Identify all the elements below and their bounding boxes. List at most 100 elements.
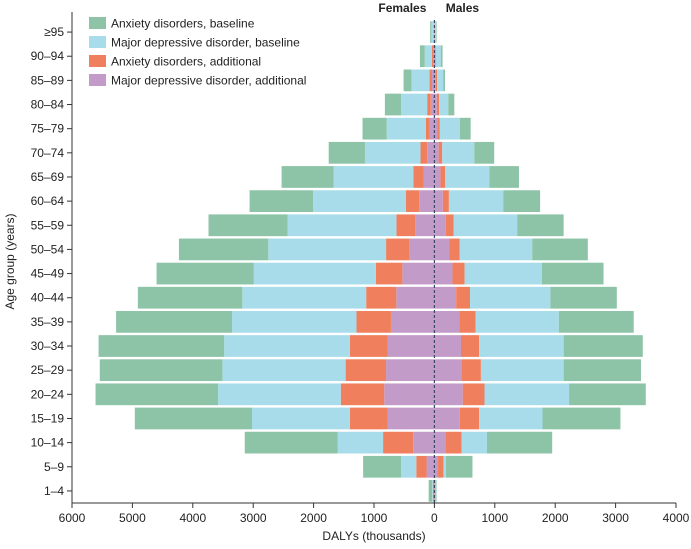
y-tick-label-6: 65–69	[31, 170, 65, 184]
bar-female-major-depressive-disorder-additional-5	[427, 142, 434, 164]
bar-female-major-depressive-disorder-baseline-18	[401, 456, 416, 478]
x-tick-label-3: 3000	[240, 511, 267, 525]
bar-male-anxiety-disorders-additional-14	[462, 359, 481, 381]
bar-male-anxiety-disorders-additional-8	[446, 214, 454, 236]
bar-male-major-depressive-disorder-baseline-15	[485, 383, 570, 405]
bar-female-anxiety-disorders-additional-2	[430, 70, 432, 92]
y-tick-label-7: 60–64	[31, 194, 65, 208]
bar-male-major-depressive-disorder-baseline-5	[442, 142, 474, 164]
bar-female-major-depressive-disorder-baseline-4	[387, 118, 426, 140]
bar-male-anxiety-disorders-baseline-7	[503, 190, 540, 212]
x-tick-label-10: 4000	[663, 511, 690, 525]
bar-female-major-depressive-disorder-additional-15	[384, 383, 434, 405]
bar-male-anxiety-disorders-baseline-18	[446, 456, 473, 478]
bar-male-anxiety-disorders-baseline-4	[460, 118, 471, 140]
x-ticks: 6000 5000 4000 3000 2000 1000 0 1000 2000 3000 400…	[59, 503, 690, 525]
bar-male-anxiety-disorders-additional-7	[443, 190, 449, 212]
y-tick-label-1: 90–94	[31, 49, 65, 63]
y-tick-label-10: 45–49	[31, 267, 65, 281]
bar-male-major-depressive-disorder-baseline-13	[479, 335, 564, 357]
chart: 6000 5000 4000 3000 2000 1000 0 1000 2000 3000 400…	[0, 0, 691, 549]
bar-female-anxiety-disorders-additional-6	[413, 166, 423, 188]
bar-female-anxiety-disorders-baseline-3	[385, 94, 401, 116]
bar-male-major-depressive-disorder-additional-16	[434, 408, 459, 430]
y-tick-label-4: 75–79	[31, 122, 65, 136]
bar-female-anxiety-disorders-baseline-7	[250, 190, 313, 212]
y-tick-label-15: 20–24	[31, 387, 65, 401]
bar-male-major-depressive-disorder-baseline-10	[465, 263, 542, 285]
x-axis-title: DALYs (thousands)	[322, 529, 425, 543]
bar-female-anxiety-disorders-additional-7	[406, 190, 419, 212]
bar-female-major-depressive-disorder-additional-6	[424, 166, 435, 188]
bar-female-major-depressive-disorder-baseline-12	[232, 311, 356, 333]
y-tick-label-3: 80–84	[31, 98, 65, 112]
bar-female-major-depressive-disorder-baseline-6	[334, 166, 414, 188]
bar-female-major-depressive-disorder-baseline-13	[224, 335, 350, 357]
bar-male-anxiety-disorders-baseline-0	[436, 21, 437, 43]
bar-female-anxiety-disorders-baseline-14	[100, 359, 223, 381]
bar-male-anxiety-disorders-baseline-16	[543, 408, 621, 430]
bar-male-anxiety-disorders-additional-16	[460, 408, 479, 430]
bar-female-anxiety-disorders-baseline-2	[404, 70, 412, 92]
legend-label-anxiety-disorders-additional: Anxiety disorders, additional	[111, 55, 261, 69]
bar-female-major-depressive-disorder-additional-11	[396, 287, 434, 309]
bar-male-anxiety-disorders-additional-10	[453, 263, 465, 285]
bar-male-anxiety-disorders-additional-5	[439, 142, 443, 164]
bar-male-anxiety-disorders-additional-6	[440, 166, 445, 188]
bar-female-anxiety-disorders-additional-10	[376, 263, 403, 285]
legend-swatch-major-depressive-disorder-additional	[89, 74, 106, 86]
y-tick-label-13: 30–34	[31, 339, 65, 353]
x-tick-label-0: 6000	[59, 511, 86, 525]
bar-male-anxiety-disorders-baseline-6	[489, 166, 519, 188]
bar-female-anxiety-disorders-additional-13	[350, 335, 388, 357]
x-tick-label-2: 4000	[179, 511, 206, 525]
bar-female-anxiety-disorders-baseline-10	[157, 263, 254, 285]
bar-male-major-depressive-disorder-baseline-6	[445, 166, 489, 188]
bar-male-major-depressive-disorder-baseline-9	[460, 239, 532, 261]
y-tick-label-16: 15–19	[31, 411, 65, 425]
bar-female-major-depressive-disorder-additional-10	[402, 263, 434, 285]
bar-male-major-depressive-disorder-baseline-1	[436, 45, 441, 67]
bar-male-major-depressive-disorder-additional-14	[434, 359, 461, 381]
legend-swatch-anxiety-disorders-additional	[89, 55, 106, 67]
bar-female-anxiety-disorders-baseline-16	[135, 408, 252, 430]
bar-male-major-depressive-disorder-baseline-2	[437, 70, 443, 92]
bar-female-major-depressive-disorder-additional-13	[388, 335, 435, 357]
bar-male-anxiety-disorders-baseline-15	[569, 383, 646, 405]
legend-label-major-depressive-disorder-baseline: Major depressive disorder, baseline	[111, 36, 300, 50]
bar-female-major-depressive-disorder-additional-17	[413, 432, 434, 454]
y-ticks: ≥95 90–94 85–89 80–84 75–79 70–74 65–69 60–64 55…	[31, 25, 72, 498]
bar-male-anxiety-disorders-baseline-11	[550, 287, 616, 309]
y-tick-label-19: 1–4	[44, 484, 64, 498]
bar-male-major-depressive-disorder-additional-10	[434, 263, 452, 285]
bar-male-major-depressive-disorder-baseline-14	[481, 359, 564, 381]
bar-male-anxiety-disorders-additional-9	[450, 239, 460, 261]
bar-female-major-depressive-disorder-baseline-8	[288, 214, 397, 236]
bar-male-anxiety-disorders-additional-18	[438, 456, 443, 478]
y-tick-label-0: ≥95	[44, 25, 64, 39]
legend-swatch-anxiety-disorders-baseline	[89, 17, 106, 29]
bars-layer	[96, 21, 646, 502]
y-tick-label-11: 40–44	[31, 291, 65, 305]
bar-female-major-depressive-disorder-baseline-2	[411, 70, 429, 92]
bar-female-major-depressive-disorder-baseline-19	[432, 480, 433, 502]
bar-male-anxiety-disorders-additional-1	[435, 45, 436, 67]
legend-label-major-depressive-disorder-additional: Major depressive disorder, additional	[111, 74, 306, 88]
x-tick-label-7: 1000	[481, 511, 508, 525]
x-tick-label-4: 2000	[300, 511, 327, 525]
bar-female-anxiety-disorders-additional-15	[341, 383, 384, 405]
bar-female-anxiety-disorders-baseline-19	[429, 480, 433, 502]
bar-female-anxiety-disorders-baseline-15	[96, 383, 219, 405]
bar-male-major-depressive-disorder-baseline-8	[454, 214, 517, 236]
bar-female-anxiety-disorders-baseline-18	[363, 456, 401, 478]
bar-female-anxiety-disorders-additional-12	[356, 311, 390, 333]
bar-female-anxiety-disorders-baseline-11	[138, 287, 242, 309]
bar-male-anxiety-disorders-baseline-1	[441, 45, 443, 67]
bar-female-anxiety-disorders-baseline-4	[363, 118, 387, 140]
x-tick-label-1: 5000	[119, 511, 146, 525]
bar-male-anxiety-disorders-additional-3	[437, 94, 439, 116]
y-tick-label-5: 70–74	[31, 146, 65, 160]
bar-male-major-depressive-disorder-baseline-3	[439, 94, 448, 116]
bar-female-anxiety-disorders-baseline-17	[245, 432, 338, 454]
bar-female-major-depressive-disorder-baseline-11	[242, 287, 366, 309]
